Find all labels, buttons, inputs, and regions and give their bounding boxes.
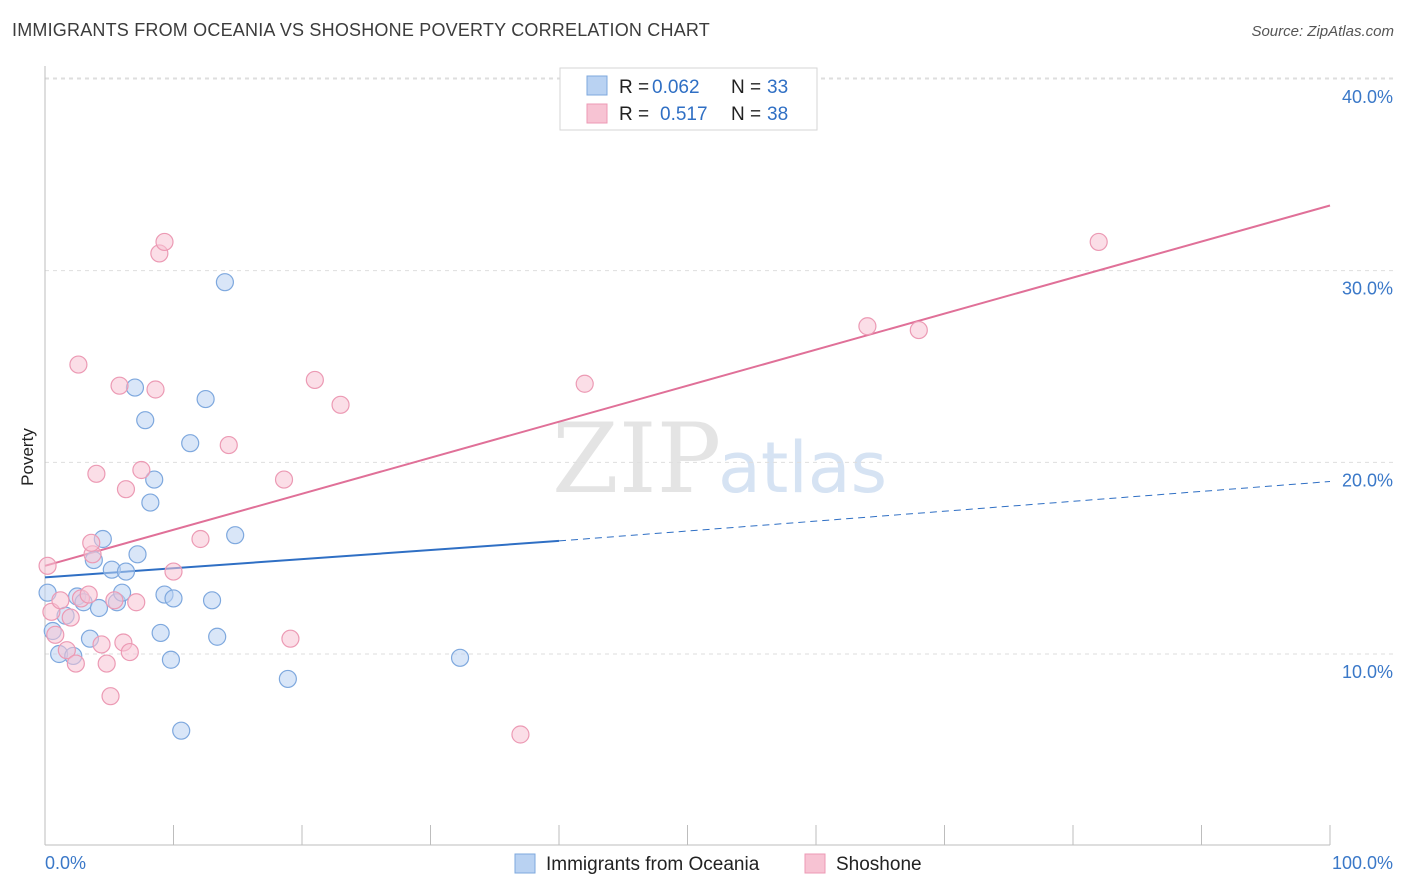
series-legend-swatch-pink xyxy=(804,853,826,874)
data-point-blue xyxy=(181,434,200,453)
data-point-blue xyxy=(450,648,470,667)
data-point-blue xyxy=(128,545,147,564)
data-point-pink xyxy=(575,374,594,393)
data-point-pink xyxy=(87,464,106,483)
data-point-pink xyxy=(305,370,324,390)
data-point-pink xyxy=(105,591,124,610)
legend-n-value-pink: 38 xyxy=(767,104,788,125)
data-point-pink xyxy=(511,725,530,744)
trend-lines xyxy=(44,204,1331,579)
data-point-blue xyxy=(141,493,160,512)
data-point-blue xyxy=(196,389,215,409)
series-legend-label-pink: Shoshone xyxy=(836,854,922,875)
data-point-pink xyxy=(110,376,129,395)
y-tick-label: 30.0% xyxy=(1342,279,1393,299)
data-point-pink xyxy=(132,460,151,480)
legend-r-label-blue: R = xyxy=(619,77,649,98)
watermark-zip: ZIP xyxy=(552,403,721,515)
data-point-blue xyxy=(215,273,234,292)
data-point-pink xyxy=(155,232,174,252)
data-point-pink xyxy=(101,687,120,706)
data-point-pink xyxy=(51,591,70,610)
legend-n-label-blue: N = xyxy=(731,77,761,98)
data-point-pink xyxy=(116,480,136,499)
data-point-blue xyxy=(125,378,145,397)
data-point-blue xyxy=(151,623,170,643)
series-legend-swatch-blue xyxy=(514,853,536,874)
y-tick-label: 20.0% xyxy=(1342,470,1393,490)
gridlines xyxy=(45,77,1393,655)
source-label: Source: ZipAtlas.com xyxy=(1251,23,1394,40)
data-point-pink xyxy=(191,529,210,549)
data-point-pink xyxy=(46,625,65,644)
data-point-pink xyxy=(97,654,116,673)
data-point-pink xyxy=(274,470,294,489)
chart-title: IMMIGRANTS FROM OCEANIA VS SHOSHONE POVE… xyxy=(12,20,710,40)
data-point-blue xyxy=(161,650,181,669)
trend-line-blue-projection xyxy=(558,481,1331,542)
data-point-pink xyxy=(164,562,183,581)
legend-n-value-blue: 33 xyxy=(767,77,788,98)
series-legend-label-blue: Immigrants from Oceania xyxy=(546,854,760,875)
data-point-pink xyxy=(82,533,101,552)
x-tick-label-min: 0.0% xyxy=(45,853,86,873)
legend-swatch-blue xyxy=(586,75,608,96)
data-point-pink xyxy=(38,556,57,575)
data-point-pink xyxy=(57,641,76,660)
data-point-pink xyxy=(1089,232,1108,252)
data-point-pink xyxy=(120,642,139,662)
data-point-pink xyxy=(79,585,98,604)
data-point-blue xyxy=(202,591,222,610)
legend-r-label-pink: R = xyxy=(619,104,649,125)
data-point-pink xyxy=(219,435,238,455)
data-point-pink xyxy=(909,320,928,340)
y-axis-label: Poverty xyxy=(18,428,37,486)
series-legend: Immigrants from Oceania Shoshone xyxy=(514,853,922,875)
data-point-pink xyxy=(127,593,146,612)
data-point-blue xyxy=(164,589,183,608)
data-point-pink xyxy=(146,380,165,399)
legend-r-value-pink: 0.517 xyxy=(660,104,708,125)
data-point-pink xyxy=(331,395,350,414)
data-point-blue xyxy=(116,562,136,581)
data-point-pink xyxy=(66,654,85,673)
trend-line-pink xyxy=(44,204,1331,567)
legend-r-value-blue: 0.062 xyxy=(652,77,700,98)
data-point-blue xyxy=(226,526,245,545)
data-point-pink xyxy=(69,355,88,374)
correlation-legend: R = 0.062 N = 33 R = 0.517 N = 38 xyxy=(559,67,818,131)
axes: 10.0% 20.0% 30.0% 40.0% xyxy=(44,66,1393,846)
legend-swatch-pink xyxy=(586,103,608,124)
data-point-pink xyxy=(281,629,300,648)
data-point-blue xyxy=(136,411,155,430)
legend-n-label-pink: N = xyxy=(731,104,761,125)
data-point-blue xyxy=(278,669,297,689)
data-point-blue xyxy=(89,598,109,618)
y-tick-label: 40.0% xyxy=(1342,87,1393,107)
data-point-blue xyxy=(208,627,227,646)
data-point-pink xyxy=(92,635,111,654)
y-tick-label: 10.0% xyxy=(1342,662,1393,682)
data-point-pink xyxy=(61,608,80,627)
x-tick-label-max: 100.0% xyxy=(1332,853,1393,873)
data-points xyxy=(38,232,1108,744)
watermark-atlas: atlas xyxy=(718,427,887,509)
data-point-pink xyxy=(858,317,877,336)
data-point-blue xyxy=(145,470,164,489)
data-point-blue xyxy=(172,721,191,740)
